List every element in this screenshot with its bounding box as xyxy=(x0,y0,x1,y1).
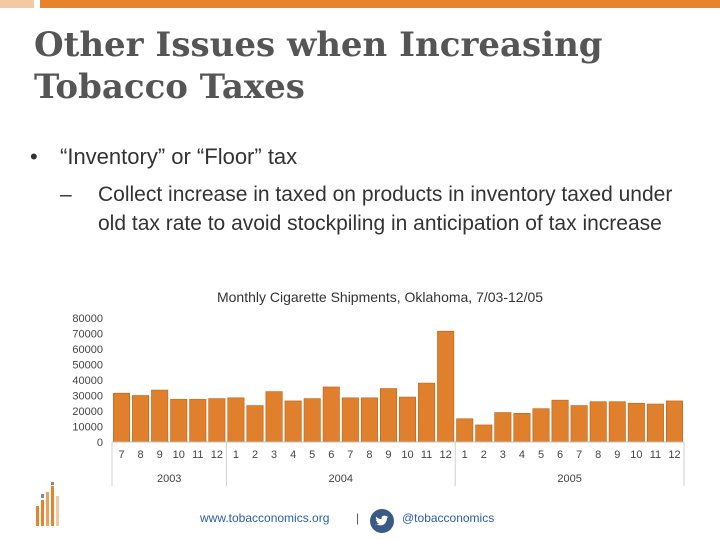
x-tick-label: 4 xyxy=(519,449,525,461)
y-tick-label: 40000 xyxy=(72,375,103,387)
bar xyxy=(360,397,378,443)
slide-title-line-1: Other Issues when Increasing xyxy=(34,25,603,65)
x-tick-label: 6 xyxy=(557,449,563,461)
tobacconomics-logo-icon xyxy=(36,482,59,526)
x-tick-label: 12 xyxy=(668,449,680,461)
x-tick-label: 10 xyxy=(630,449,642,461)
bullet-text: “Inventory” or “Floor” tax xyxy=(60,144,298,169)
x-tick-label: 2 xyxy=(481,449,487,461)
bar xyxy=(589,401,607,443)
year-group-label: 2004 xyxy=(329,473,353,485)
bar xyxy=(494,412,512,443)
x-tick-label: 7 xyxy=(118,449,124,461)
bar xyxy=(399,396,417,443)
bullet-dot: • xyxy=(30,144,38,169)
year-group-label: 2003 xyxy=(157,473,181,485)
x-tick-label: 1 xyxy=(462,449,468,461)
bar xyxy=(151,389,169,443)
bar xyxy=(265,391,283,443)
x-tick-label: 10 xyxy=(173,449,185,461)
year-group-label: 2005 xyxy=(557,473,581,485)
x-tick-label: 5 xyxy=(538,449,544,461)
bar xyxy=(475,424,493,443)
chart-title: Monthly Cigarette Shipments, Oklahoma, 7… xyxy=(217,289,543,305)
slide-title: Other Issues when Increasing Tobacco Tax… xyxy=(34,24,674,108)
bar xyxy=(379,388,397,443)
y-tick-label: 70000 xyxy=(72,329,103,341)
bar xyxy=(513,413,531,443)
top-accent-bar-light xyxy=(0,0,34,8)
bar xyxy=(113,392,131,443)
bar xyxy=(303,398,321,443)
bar xyxy=(246,405,264,443)
x-tick-label: 12 xyxy=(211,449,223,461)
x-tick-label: 12 xyxy=(440,449,452,461)
bar xyxy=(532,408,550,443)
y-tick-label: 30000 xyxy=(72,391,103,403)
x-tick-label: 6 xyxy=(328,449,334,461)
bar xyxy=(665,400,683,443)
bullet-inventory-tax: • “Inventory” or “Floor” tax xyxy=(30,144,297,170)
twitter-bird-icon[interactable] xyxy=(370,509,394,533)
bar xyxy=(646,403,664,443)
x-tick-label: 9 xyxy=(614,449,620,461)
x-tick-label: 3 xyxy=(500,449,506,461)
x-tick-label: 8 xyxy=(366,449,372,461)
x-tick-label: 7 xyxy=(347,449,353,461)
bar xyxy=(170,399,188,443)
y-tick-label: 10000 xyxy=(72,422,103,434)
bar xyxy=(456,418,474,443)
slide-title-line-2: Tobacco Taxes xyxy=(34,67,305,107)
x-axis: 7 8 9 10 11 12 1 2 3 4 5 6 7 8 9 10 11 12 1 2 3 4 5 6 7 8 9 10 11 122… xyxy=(111,441,685,486)
x-tick-label: 2 xyxy=(252,449,258,461)
sub-bullet-text: Collect increase in taxed on products in… xyxy=(98,183,673,235)
footer-separator: | xyxy=(356,511,360,525)
x-tick-label: 5 xyxy=(309,449,315,461)
x-tick-label: 7 xyxy=(576,449,582,461)
x-tick-label: 10 xyxy=(401,449,413,461)
x-tick-label: 9 xyxy=(385,449,391,461)
bars-group xyxy=(113,330,683,443)
shipments-bar-chart: Monthly Cigarette Shipments, Oklahoma, 7… xyxy=(72,289,685,486)
bar xyxy=(208,398,226,443)
sub-bullet-dash: – xyxy=(60,183,72,206)
x-tick-label: 4 xyxy=(290,449,296,461)
x-tick-label: 1 xyxy=(233,449,239,461)
bar xyxy=(437,330,455,443)
y-tick-label: 0 xyxy=(97,437,103,449)
y-tick-label: 60000 xyxy=(72,344,103,356)
bar xyxy=(608,401,626,443)
x-tick-label: 8 xyxy=(595,449,601,461)
x-tick-label: 9 xyxy=(157,449,163,461)
twitter-handle-link[interactable]: @tobacconomics xyxy=(402,511,495,525)
y-tick-label: 20000 xyxy=(72,406,103,418)
bar xyxy=(189,399,207,443)
bar xyxy=(570,405,588,443)
bar xyxy=(227,397,245,443)
top-accent-bar xyxy=(40,0,720,8)
bar xyxy=(551,399,569,443)
x-tick-label: 8 xyxy=(138,449,144,461)
x-tick-label: 11 xyxy=(421,449,432,461)
bar xyxy=(284,400,302,443)
y-axis: 0 10000 20000 30000 40000 50000 60000 70000 8000… xyxy=(72,313,103,449)
y-tick-label: 80000 xyxy=(72,313,103,325)
bar xyxy=(322,386,340,443)
bar xyxy=(418,382,436,443)
x-tick-label: 11 xyxy=(192,449,203,461)
website-link[interactable]: www.tobacconomics.org xyxy=(200,511,330,525)
x-tick-label: 3 xyxy=(271,449,277,461)
y-tick-label: 50000 xyxy=(72,360,103,372)
bar xyxy=(627,402,645,443)
x-tick-label: 11 xyxy=(650,449,661,461)
bar xyxy=(132,395,150,443)
bar xyxy=(341,397,359,443)
